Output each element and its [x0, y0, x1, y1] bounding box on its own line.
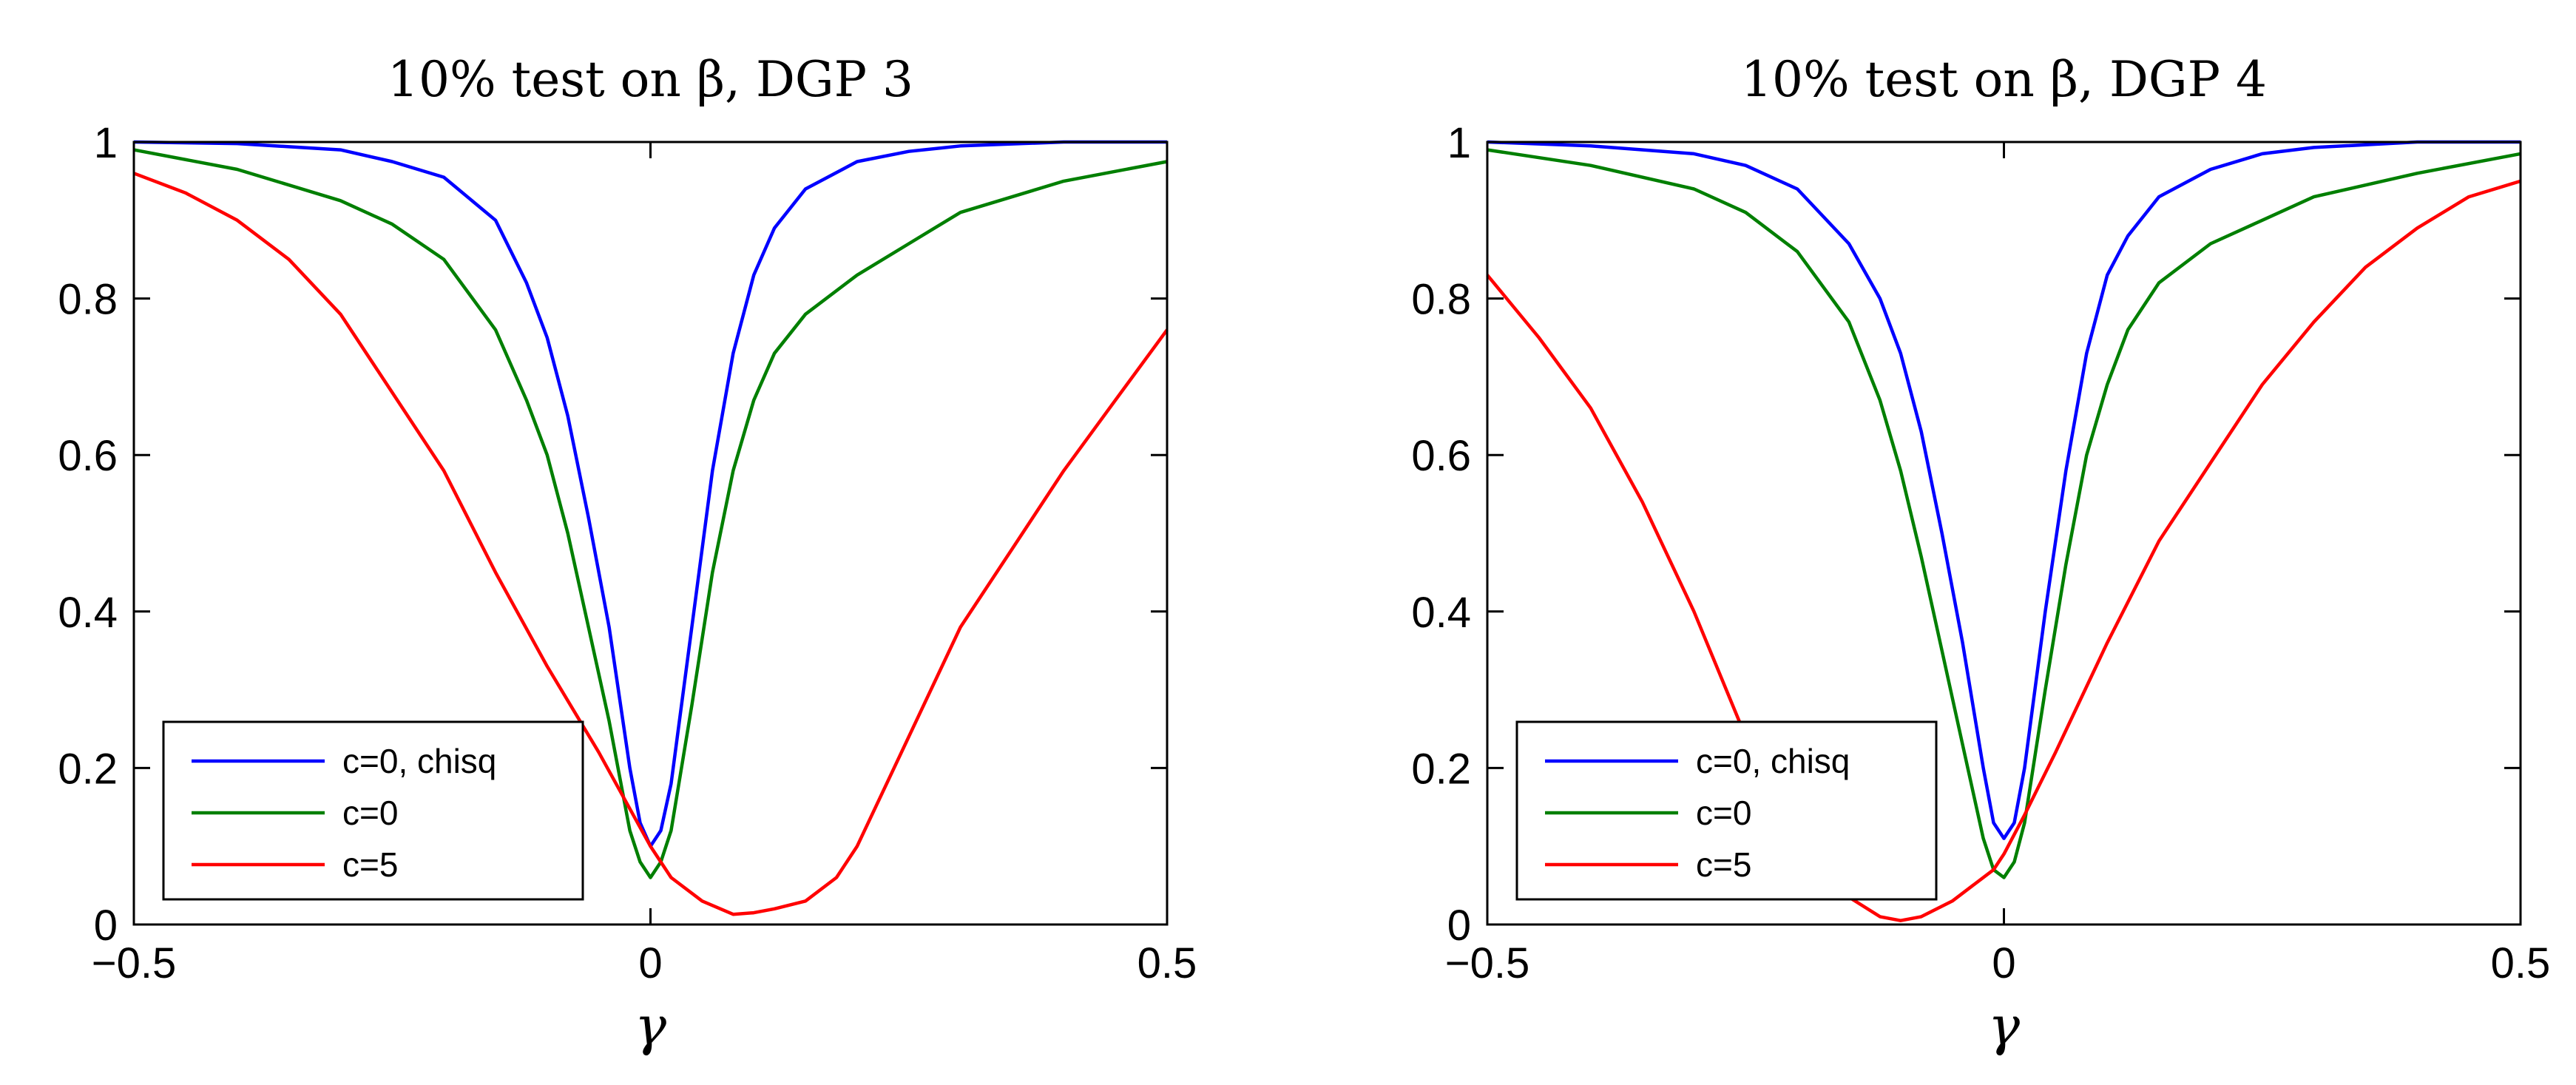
- x-tick-label: −0.5: [1445, 939, 1530, 987]
- legend-label: c=5: [342, 845, 398, 884]
- legend: c=0, chisq c=0 c=5: [162, 720, 584, 901]
- series-line-c-0-chisq: [1487, 140, 2521, 840]
- y-tick-label: 1: [94, 119, 118, 167]
- legend-label: c=0, chisq: [1696, 742, 1850, 780]
- chart-panel-2: 00.20.40.60.81−0.5 0 0.510% test on β, DGP…: [1411, 51, 2550, 1057]
- y-tick-label: 1: [1447, 119, 1471, 167]
- legend-label: c=0: [342, 794, 398, 832]
- series-line-c-0: [1487, 148, 2521, 879]
- legend-label: c=0: [1696, 794, 1751, 832]
- chart-panel-1: 00.20.40.60.81−0.5 0 0.510% test on β, DGP…: [58, 51, 1197, 1057]
- legend-box: [1515, 720, 1938, 901]
- legend-label: c=5: [1696, 845, 1751, 884]
- x-tick-label: −0.5: [92, 939, 177, 987]
- x-tick-label: 0.5: [2491, 939, 2551, 987]
- series-line-c-5: [133, 172, 1169, 916]
- series-line-c-5: [1486, 179, 2521, 922]
- y-tick-label: 0.8: [58, 276, 118, 324]
- legend: c=0, chisq c=0 c=5: [1515, 720, 1938, 901]
- x-tick-label: 0.5: [1137, 939, 1197, 987]
- series-line-c-0: [133, 148, 1168, 879]
- chart-title: 10% test on β, DGP 3: [388, 51, 913, 108]
- x-tick-label: 0: [638, 939, 662, 987]
- x-tick-label: 0: [1992, 939, 2015, 987]
- x-axis-label: γ: [1988, 995, 2021, 1057]
- y-tick-label: 0.4: [58, 589, 118, 637]
- y-tick-label: 0.6: [1411, 432, 1471, 480]
- legend-box: [162, 720, 584, 901]
- y-tick-label: 0: [94, 902, 118, 950]
- legend-label: c=0, chisq: [342, 742, 496, 780]
- y-tick-label: 0.8: [1411, 276, 1471, 324]
- y-tick-label: 0.2: [1411, 745, 1471, 793]
- y-tick-label: 0.2: [58, 745, 118, 793]
- y-tick-label: 0: [1447, 902, 1471, 950]
- y-tick-label: 0.4: [1411, 589, 1471, 637]
- chart-title: 10% test on β, DGP 4: [1741, 51, 2267, 108]
- y-tick-label: 0.6: [58, 432, 118, 480]
- x-axis-label: γ: [635, 995, 667, 1057]
